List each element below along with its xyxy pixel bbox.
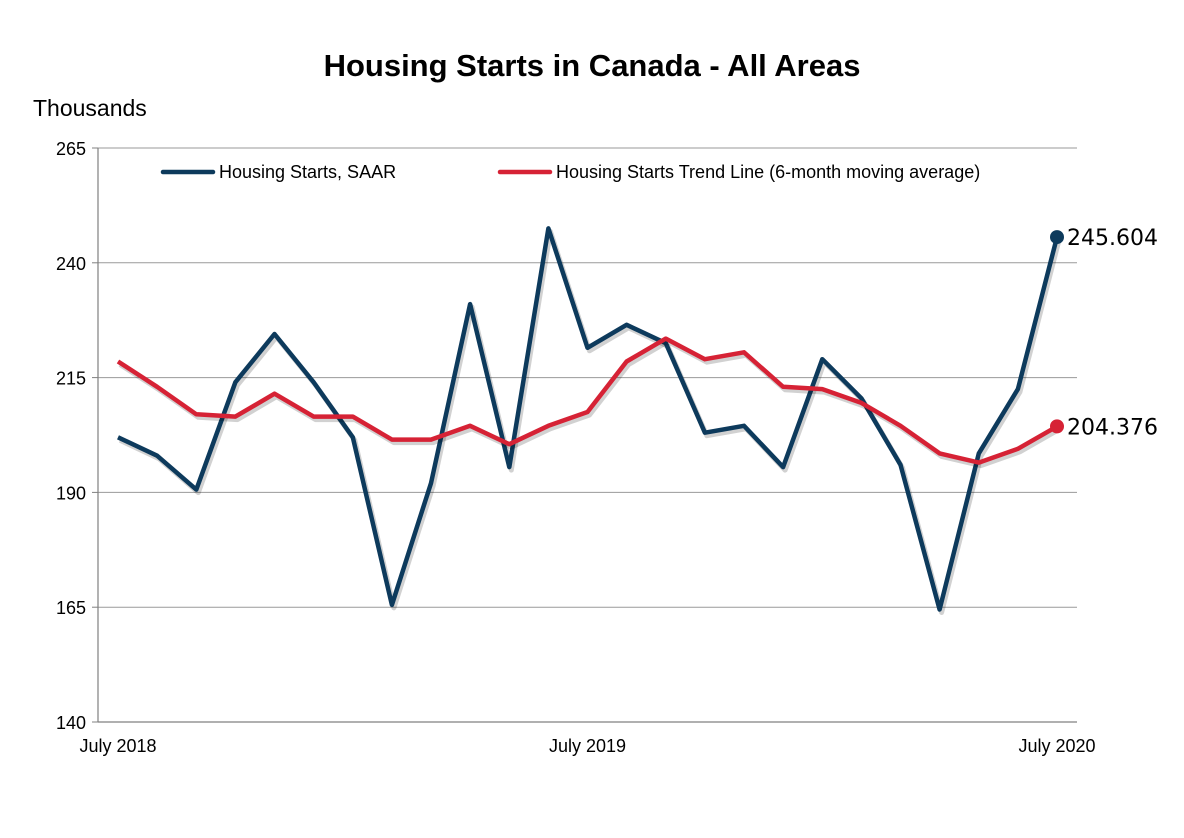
series-line — [117, 226, 1060, 612]
series-line-shadow — [118, 228, 1062, 615]
chart-title: Housing Starts in Canada - All Areas — [323, 48, 861, 83]
y-tick-label: 165 — [56, 598, 86, 618]
x-tick-label: July 2020 — [1018, 736, 1095, 756]
y-axis-ticks: 140 165 190 215 240 265 — [56, 139, 98, 733]
legend-label: Housing Starts Trend Line (6-month movin… — [556, 162, 980, 182]
axes — [97, 148, 1077, 723]
y-axis-unit-label: Thousands — [33, 95, 147, 121]
y-tick-label: 190 — [56, 483, 86, 503]
legend: Housing Starts, SAAR Housing Starts Trend… — [160, 162, 980, 182]
y-tick-label: 265 — [56, 139, 86, 159]
y-tick-label: 240 — [56, 254, 86, 274]
end-point-marker — [1050, 419, 1064, 434]
x-tick-label: July 2018 — [79, 736, 156, 756]
end-point-marker — [1050, 230, 1064, 245]
y-tick-label: 140 — [56, 713, 86, 733]
gridlines — [98, 147, 1077, 608]
end-value-labels: 245.604 204.376 — [1050, 226, 1158, 440]
x-axis-ticks: July 2018 July 2019 July 2020 — [79, 736, 1095, 756]
y-tick-label: 215 — [56, 369, 86, 389]
end-value-label: 245.604 — [1067, 226, 1158, 251]
legend-label: Housing Starts, SAAR — [219, 162, 396, 182]
x-tick-label: July 2019 — [549, 736, 626, 756]
series-lines — [116, 226, 1062, 615]
end-value-label: 204.376 — [1067, 415, 1158, 440]
